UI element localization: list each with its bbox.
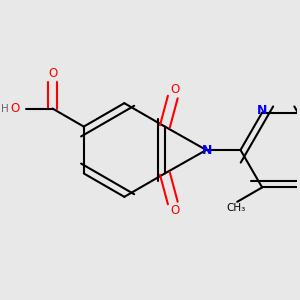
- Text: O: O: [11, 102, 20, 115]
- Text: O: O: [170, 204, 179, 217]
- Text: O: O: [170, 83, 179, 96]
- Text: O: O: [48, 67, 57, 80]
- Text: H: H: [1, 103, 8, 114]
- Text: CH₃: CH₃: [227, 203, 246, 213]
- Text: N: N: [202, 143, 212, 157]
- Text: N: N: [257, 104, 267, 117]
